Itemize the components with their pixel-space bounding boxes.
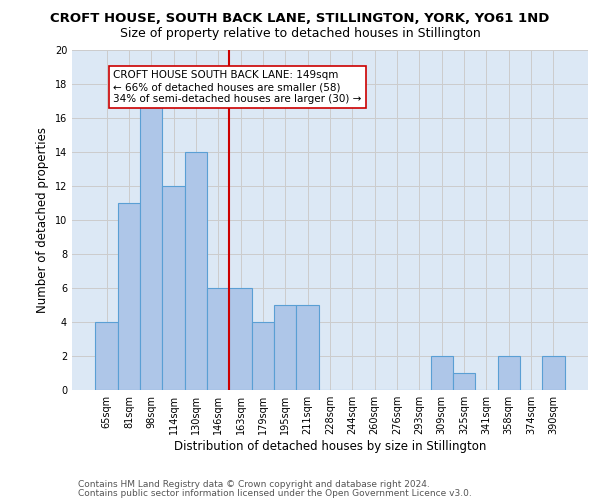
Text: Contains public sector information licensed under the Open Government Licence v3: Contains public sector information licen… [78,490,472,498]
Bar [95,322,118,390]
Bar [453,373,475,390]
Bar [296,305,319,390]
Text: Size of property relative to detached houses in Stillington: Size of property relative to detached ho… [119,28,481,40]
X-axis label: Distribution of detached houses by size in Stillington: Distribution of detached houses by size … [174,440,486,453]
Bar [497,356,520,390]
Bar [229,288,252,390]
Text: CROFT HOUSE SOUTH BACK LANE: 149sqm
← 66% of detached houses are smaller (58)
34: CROFT HOUSE SOUTH BACK LANE: 149sqm ← 66… [113,70,362,104]
Bar [163,186,185,390]
Bar [252,322,274,390]
Text: CROFT HOUSE, SOUTH BACK LANE, STILLINGTON, YORK, YO61 1ND: CROFT HOUSE, SOUTH BACK LANE, STILLINGTO… [50,12,550,26]
Bar [118,203,140,390]
Bar [542,356,565,390]
Bar [274,305,296,390]
Bar [207,288,229,390]
Bar [140,101,163,390]
Bar [431,356,453,390]
Bar [185,152,207,390]
Y-axis label: Number of detached properties: Number of detached properties [36,127,49,313]
Text: Contains HM Land Registry data © Crown copyright and database right 2024.: Contains HM Land Registry data © Crown c… [78,480,430,489]
